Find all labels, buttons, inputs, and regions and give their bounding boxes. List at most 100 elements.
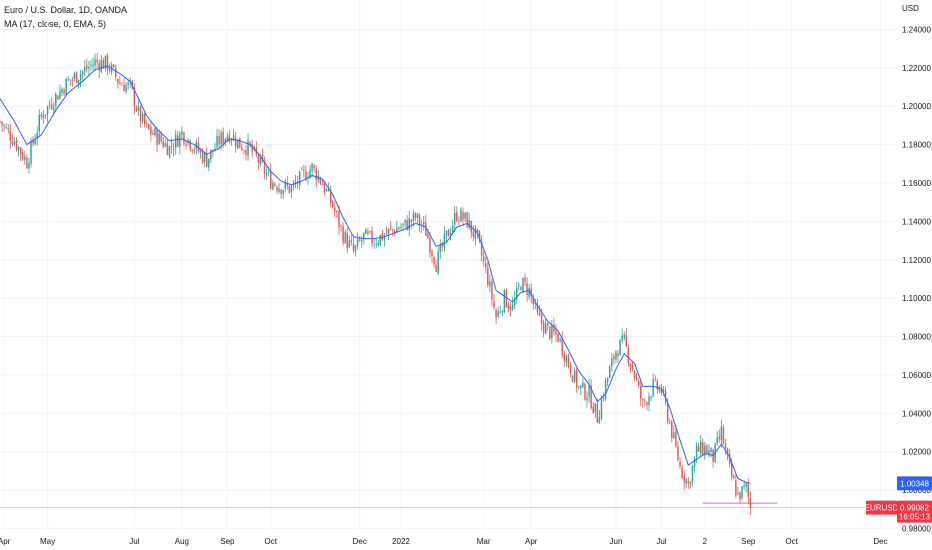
candle — [19, 146, 22, 162]
candle — [11, 133, 14, 147]
candle — [499, 305, 501, 315]
candle — [94, 53, 96, 72]
candle — [606, 377, 609, 387]
candle — [75, 71, 78, 84]
candle — [148, 123, 150, 130]
candle — [646, 401, 648, 411]
candle — [40, 112, 43, 120]
time-axis[interactable]: Apr May Jul Aug Sep Oct Dec 2022 Mar Apr Jun Jul 2 Se… — [0, 537, 888, 546]
candle — [340, 224, 342, 232]
candle — [28, 157, 30, 174]
candle — [141, 111, 144, 124]
candle — [437, 246, 439, 276]
candle — [679, 456, 681, 469]
candle — [621, 328, 623, 344]
candle — [495, 308, 497, 324]
candle — [615, 350, 617, 364]
candle — [557, 331, 559, 343]
candle — [567, 353, 570, 369]
candle — [689, 481, 692, 489]
candle — [573, 367, 576, 384]
x-tick-label: Aug — [175, 537, 189, 546]
candle — [720, 419, 723, 448]
candle — [702, 438, 704, 457]
candle — [73, 71, 76, 82]
x-tick-label: Dec — [873, 537, 887, 546]
candle — [526, 277, 528, 303]
candle — [112, 63, 115, 69]
candle — [398, 225, 400, 231]
x-tick-label: Jun — [610, 537, 623, 546]
candle — [410, 218, 413, 229]
candle — [208, 158, 210, 172]
candle — [559, 337, 561, 343]
candle — [594, 403, 597, 418]
candle — [71, 76, 74, 87]
candle — [257, 153, 260, 170]
x-tick-label: Apr — [525, 537, 538, 546]
candle — [90, 59, 92, 72]
candle — [294, 174, 297, 189]
x-tick-label: Dec — [353, 537, 367, 546]
candle — [38, 109, 40, 137]
candle — [635, 373, 638, 382]
candle — [462, 207, 464, 226]
candle — [86, 58, 88, 73]
x-tick-label: 2022 — [392, 537, 410, 546]
candle — [261, 148, 264, 164]
candle — [203, 151, 206, 168]
candle — [315, 165, 317, 188]
candle — [69, 79, 72, 87]
candle — [642, 398, 644, 408]
candle — [280, 189, 282, 199]
candle — [598, 410, 601, 424]
candle — [385, 226, 388, 235]
candle — [369, 230, 371, 235]
x-tick-label: Sep — [220, 537, 235, 546]
candle — [63, 87, 65, 97]
candle — [652, 373, 654, 398]
candle — [617, 349, 619, 363]
candle — [416, 212, 419, 224]
candle — [389, 220, 392, 231]
y-tick-label: 1.12000 — [902, 256, 931, 265]
candle — [629, 361, 632, 373]
candle — [704, 442, 706, 460]
y-tick-label: 1.04000 — [902, 409, 931, 418]
candle — [321, 179, 324, 186]
candle — [580, 385, 582, 395]
candle — [534, 298, 537, 310]
candle — [346, 227, 348, 254]
candle — [400, 223, 402, 230]
candle — [489, 274, 491, 293]
candle — [447, 228, 450, 237]
candle — [485, 256, 487, 274]
candle — [735, 473, 737, 499]
candle — [741, 486, 743, 501]
candle — [631, 361, 634, 372]
price-axis[interactable]: USD 1.24000 1.22000 1.20000 1.18000 1.16000 1… — [902, 4, 931, 533]
candle — [24, 150, 26, 165]
candle — [88, 60, 90, 76]
candle — [26, 154, 28, 169]
candle — [152, 129, 154, 136]
candle — [367, 227, 369, 236]
candle — [404, 219, 406, 228]
candle — [536, 298, 539, 316]
candle — [456, 206, 458, 223]
candle — [542, 319, 545, 338]
y-tick-label: 1.02000 — [902, 448, 931, 457]
candle — [59, 84, 61, 100]
candle — [387, 228, 390, 241]
candle — [544, 318, 547, 334]
candle — [205, 147, 208, 168]
x-tick-label: Sep — [741, 537, 756, 546]
candle — [358, 236, 361, 243]
candle — [431, 248, 433, 263]
x-tick-label: May — [40, 537, 55, 546]
candle — [600, 395, 603, 421]
candle — [22, 148, 24, 162]
candle — [743, 480, 745, 491]
candle — [356, 232, 359, 250]
